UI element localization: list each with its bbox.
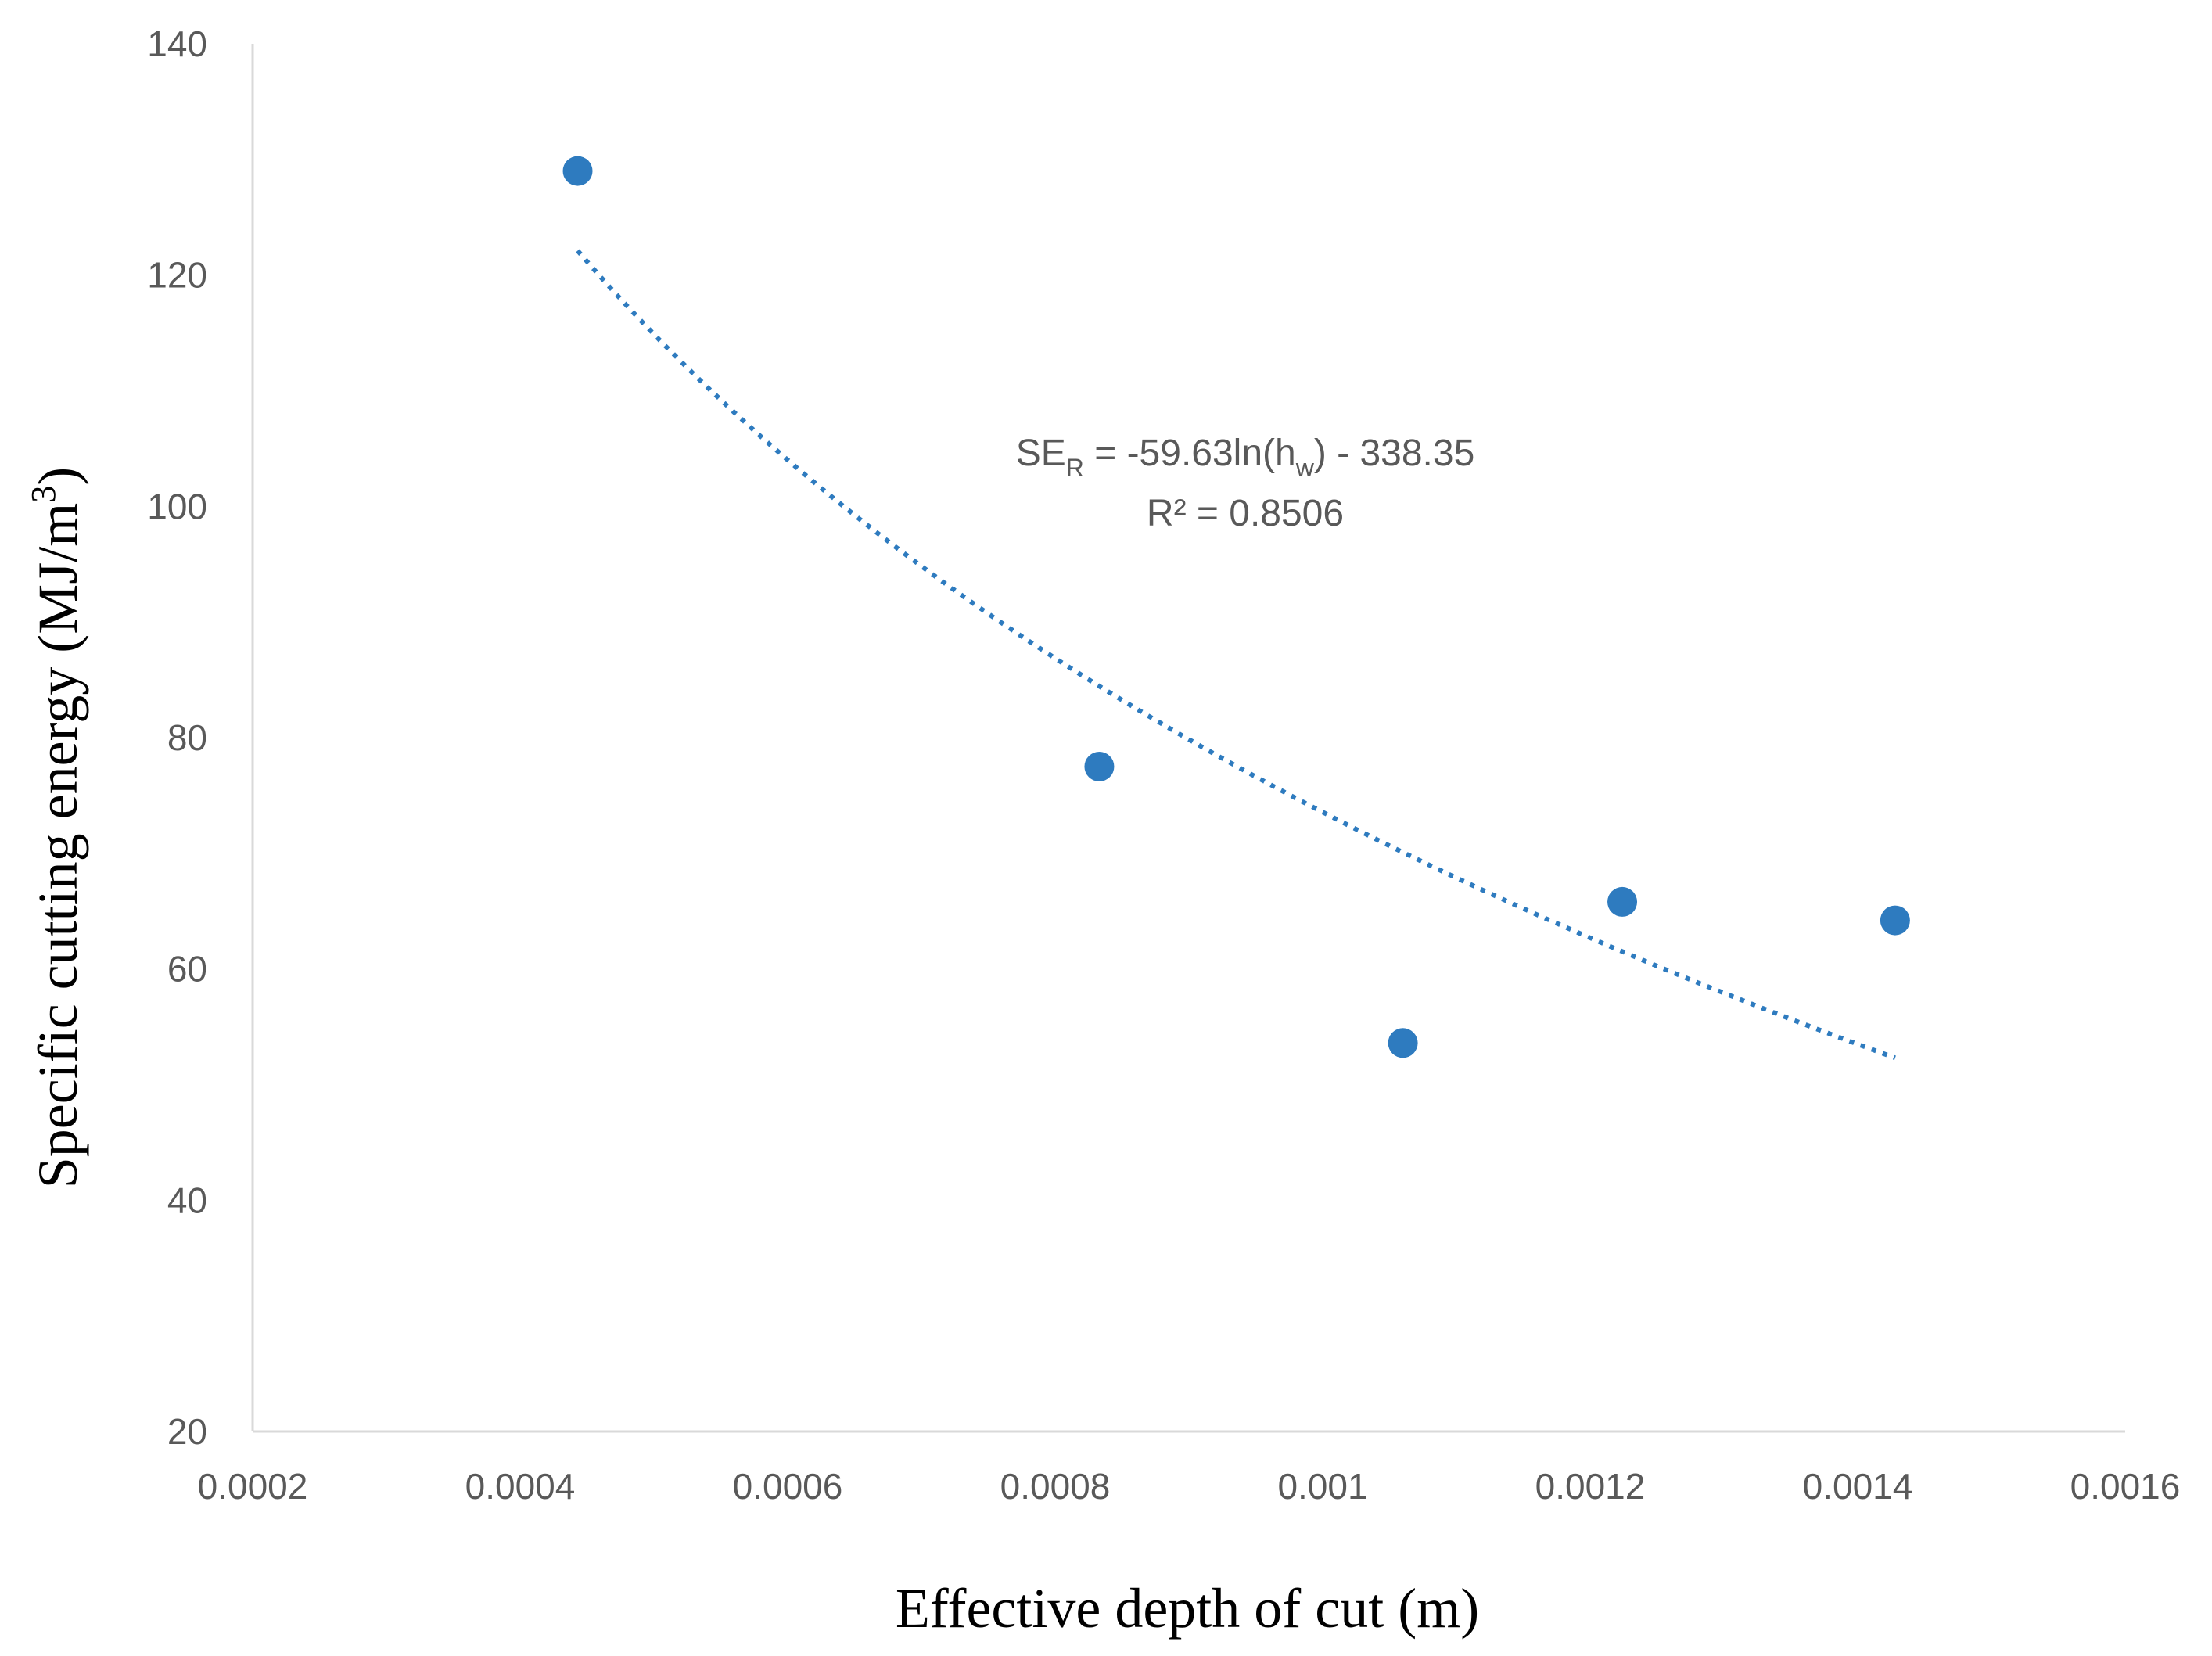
x-tick-label: 0.0004 [465, 1466, 576, 1507]
data-points [562, 156, 1910, 1058]
x-tick-label: 0.0014 [1803, 1466, 1913, 1507]
tick-labels: 20 40 60 80 100 120 140 0.0002 0.0004 0.0006 0.000… [147, 23, 2180, 1507]
y-tick-label: 80 [167, 717, 207, 758]
x-tick-label: 0.0016 [2070, 1466, 2181, 1507]
x-tick-label: 0.0006 [733, 1466, 843, 1507]
y-tick-label: 100 [147, 486, 207, 526]
axes [251, 44, 2125, 1433]
y-tick-label: 120 [147, 255, 207, 296]
x-tick-label: 0.0012 [1535, 1466, 1646, 1507]
data-point [1084, 751, 1115, 781]
data-point [562, 156, 593, 186]
equation-prefix: SE [1016, 433, 1066, 474]
data-point [1388, 1028, 1418, 1058]
r-squared-label: R² = 0.8506 [1147, 493, 1344, 534]
y-axis-title-main: Specific cutting energy (MJ/m [27, 503, 89, 1188]
y-axis-title-close: ) [27, 467, 89, 486]
equation-prefix-sub: R [1066, 454, 1084, 482]
x-axis-title: Effective depth of cut (m) [896, 1577, 1479, 1640]
y-axis-title-sup: 3 [24, 486, 63, 503]
equation-mid: = -59.63ln(h [1084, 433, 1296, 474]
trendline [576, 249, 1896, 1061]
y-tick-label: 20 [167, 1411, 207, 1452]
x-tick-label: 0.0002 [198, 1466, 308, 1507]
equation-suffix: ) - 338.35 [1314, 433, 1474, 474]
y-tick-label: 60 [167, 949, 207, 990]
y-tick-label: 140 [147, 23, 207, 64]
equation-mid-sub: w [1295, 454, 1315, 482]
y-tick-label: 40 [167, 1180, 207, 1220]
data-point [1880, 905, 1910, 936]
equation-label: SER = -59.63ln(hw) - 338.35 [1016, 433, 1475, 482]
data-point [1607, 886, 1638, 917]
trendline-group [576, 249, 1896, 1061]
x-tick-label: 0.0008 [1000, 1466, 1111, 1507]
x-tick-label: 0.001 [1277, 1466, 1367, 1507]
y-axis-title: Specific cutting energy (MJ/m3) [24, 467, 89, 1188]
